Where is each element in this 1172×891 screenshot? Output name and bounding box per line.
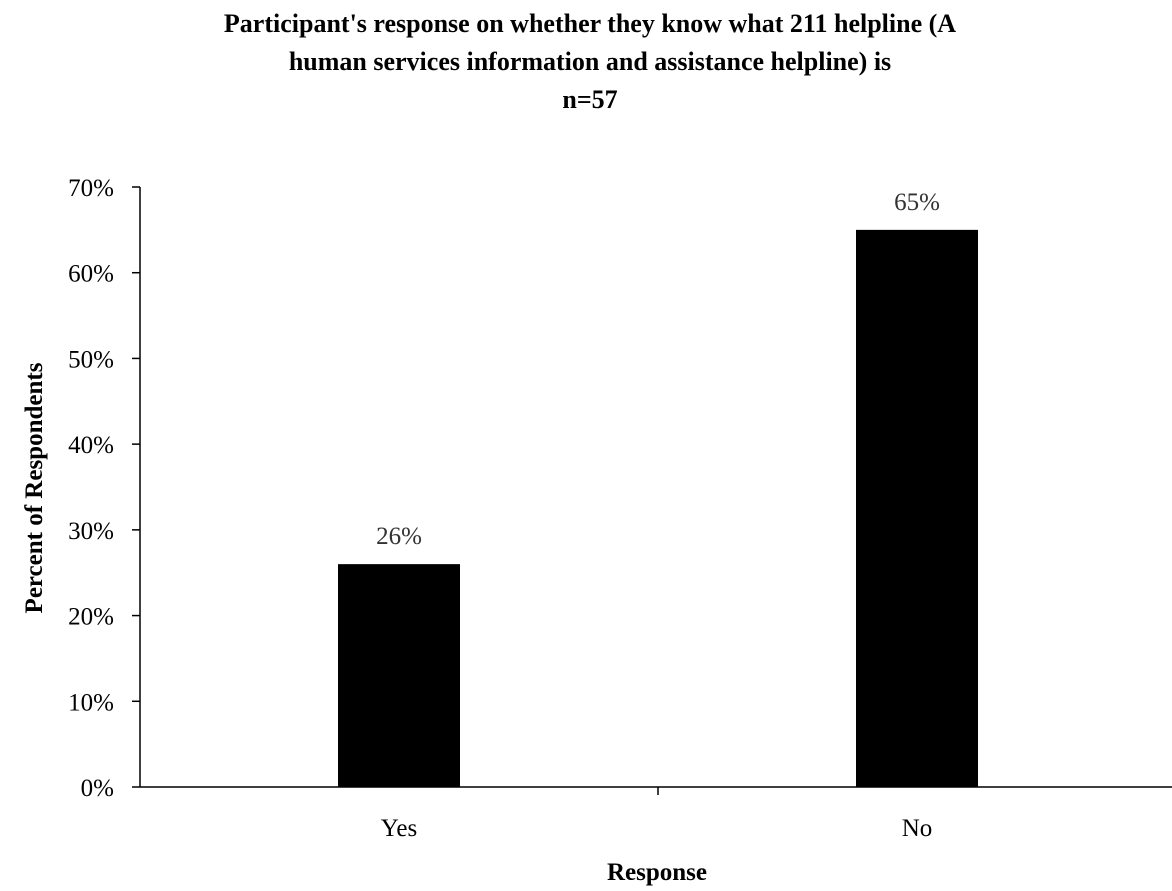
chart-title: Participant's response on whether they k… bbox=[224, 9, 956, 114]
y-axis-ticks: 0% 10% 20% 30% 40% 50% 60% 70% bbox=[68, 175, 659, 802]
y-axis-title: Percent of Respondents bbox=[21, 362, 48, 613]
category-label-no: No bbox=[902, 815, 933, 842]
bars bbox=[338, 229, 978, 787]
category-label-yes: Yes bbox=[381, 815, 417, 842]
x-axis-title: Response bbox=[607, 859, 707, 886]
bar-yes bbox=[338, 564, 460, 787]
data-labels: 26% 65% bbox=[376, 189, 940, 550]
bar-no bbox=[856, 229, 978, 787]
y-tick-label: 40% bbox=[68, 432, 114, 459]
y-tick-label: 50% bbox=[68, 346, 114, 373]
y-tick-label: 30% bbox=[68, 518, 114, 545]
chart-title-line-2: human services information and assistanc… bbox=[289, 47, 891, 76]
data-label-yes: 26% bbox=[376, 523, 422, 550]
chart-title-line-1: Participant's response on whether they k… bbox=[224, 9, 956, 38]
y-tick-label: 0% bbox=[81, 775, 114, 802]
chart-title-line-3: n=57 bbox=[562, 85, 617, 114]
x-axis-categories: Yes No bbox=[381, 815, 932, 842]
y-tick-label: 20% bbox=[68, 604, 114, 631]
y-tick-label: 60% bbox=[68, 261, 114, 288]
data-label-no: 65% bbox=[894, 189, 940, 216]
y-tick-label: 70% bbox=[68, 175, 114, 202]
y-tick-label: 10% bbox=[68, 689, 114, 716]
